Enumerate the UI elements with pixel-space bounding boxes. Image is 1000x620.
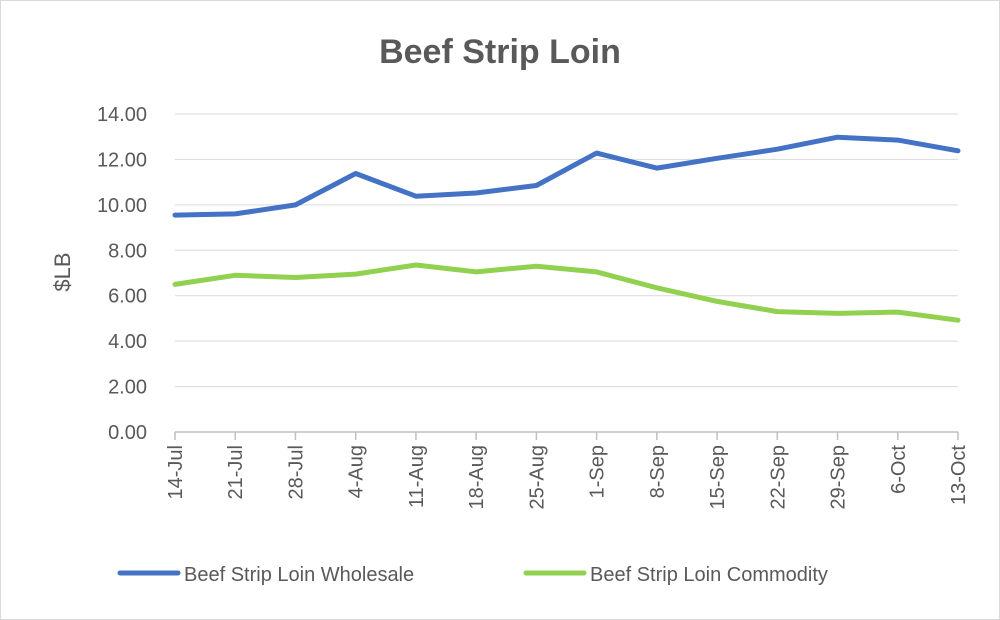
gridlines (175, 113, 958, 388)
x-tick-label: 18-Aug (466, 445, 488, 510)
x-tick-label: 14-Jul (165, 445, 187, 499)
y-tick-label: 8.00 (108, 240, 147, 262)
x-tick-label: 28-Jul (285, 445, 307, 499)
x-tick-label: 29-Sep (828, 445, 850, 510)
y-tick-label: 12.00 (97, 149, 147, 171)
series-line-wholesale (172, 134, 961, 218)
x-tick-label: 4-Aug (346, 445, 368, 498)
x-tick-label: 22-Sep (767, 445, 789, 510)
legend: Beef Strip Loin Wholesale Beef Strip Loin… (117, 564, 828, 586)
chart-title: Beef Strip Loin (379, 33, 621, 71)
y-axis-label: $LB (50, 252, 75, 291)
x-tick-label: 21-Jul (225, 445, 247, 499)
x-tick-label: 13-Oct (948, 445, 970, 505)
x-tick-label: 11-Aug (406, 445, 428, 508)
x-tick-label: 6-Oct (888, 445, 910, 494)
series-lines (172, 134, 961, 323)
y-axis-ticks: 0.00 2.00 4.00 6.00 8.00 10.00 12.00 14.00 (97, 104, 147, 444)
x-tick-label: 1-Sep (587, 445, 609, 498)
legend-label: Beef Strip Loin Wholesale (184, 564, 414, 586)
series-line-commodity (172, 262, 961, 323)
y-tick-label: 6.00 (108, 286, 147, 308)
y-tick-label: 14.00 (97, 104, 147, 126)
y-tick-label: 0.00 (108, 422, 147, 444)
x-axis: 14-Jul 21-Jul 28-Jul 4-Aug 11-Aug 18-Aug 25-Au… (165, 431, 970, 510)
y-tick-label: 4.00 (108, 331, 147, 353)
legend-label: Beef Strip Loin Commodity (590, 564, 828, 586)
x-tick-label: 8-Sep (647, 445, 669, 498)
x-tick-label: 25-Aug (526, 445, 548, 510)
x-tick-label: 15-Sep (707, 445, 729, 510)
y-tick-label: 10.00 (97, 195, 147, 217)
y-tick-label: 2.00 (108, 377, 147, 399)
